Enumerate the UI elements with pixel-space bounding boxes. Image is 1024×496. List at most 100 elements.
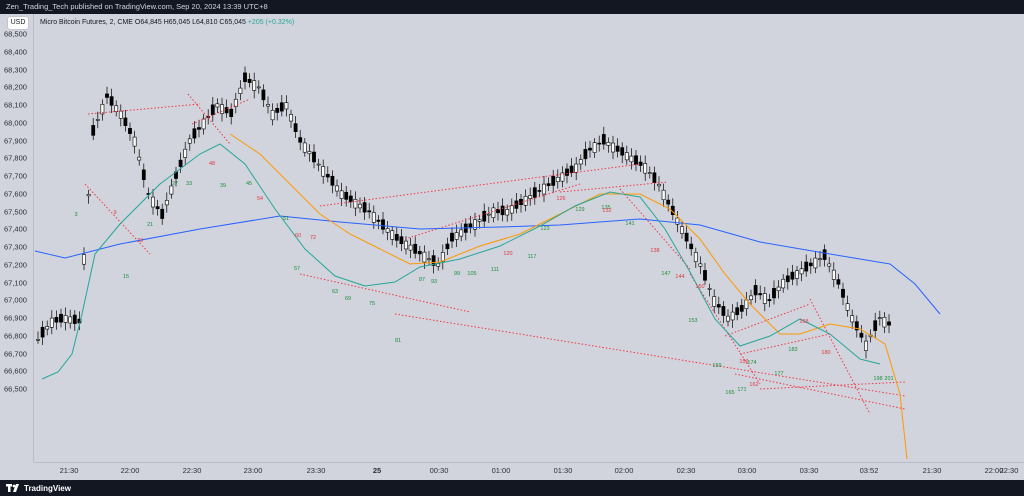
candle-body <box>565 168 569 176</box>
bar-number-label: 93 <box>431 279 437 285</box>
trendline[interactable] <box>619 188 691 270</box>
candle-body <box>54 316 59 323</box>
chart-area[interactable]: 3 15 21 27 33 39 45 51 57 63 69 75 81 87 93 99 105 111 117… <box>0 14 1024 480</box>
candle-body <box>758 293 763 296</box>
candle-body <box>749 295 753 300</box>
bar-number-label: 63 <box>332 289 338 295</box>
candle-body <box>836 279 841 285</box>
price-tick-label: 67,500 <box>4 207 27 216</box>
trendline[interactable] <box>559 181 669 193</box>
candle-body <box>445 243 450 250</box>
candle-body <box>155 206 160 210</box>
candle-body <box>634 155 638 165</box>
bar-number-label: 87 <box>419 277 425 283</box>
candle-body <box>675 217 680 225</box>
candle-body <box>105 93 109 98</box>
candle-body <box>123 117 128 126</box>
bar-number-label: 48 <box>209 161 215 167</box>
candle-body <box>647 172 652 174</box>
candle-body <box>588 147 592 151</box>
trendline[interactable] <box>404 183 581 240</box>
candle-body <box>496 209 500 214</box>
trendline[interactable] <box>739 333 831 355</box>
candle-body <box>247 78 252 83</box>
bar-number-label: 159 <box>712 363 721 369</box>
candle-body <box>454 232 459 240</box>
candle-body <box>638 161 643 166</box>
ema-slow-line <box>34 215 941 315</box>
candle-body <box>238 87 243 95</box>
candle-body <box>657 183 661 187</box>
price-tick-label: 66,800 <box>4 331 27 341</box>
candle-body <box>652 172 657 183</box>
bar-number-label: 138 <box>650 248 659 254</box>
candle-body <box>818 258 822 261</box>
candle-body <box>40 326 45 338</box>
time-tick-label: 25 <box>372 466 382 475</box>
candle-body <box>118 110 123 119</box>
candle-body <box>606 142 611 146</box>
candle-body <box>183 148 188 158</box>
trendline[interactable] <box>299 273 471 313</box>
candle-body <box>468 223 473 229</box>
candle-body <box>873 320 878 331</box>
candle-body <box>831 269 836 280</box>
bar-number-label: 129 <box>575 207 584 213</box>
candle-body <box>137 156 142 161</box>
candle-body <box>289 113 293 122</box>
candle-body <box>827 263 832 267</box>
candle-body <box>505 209 510 216</box>
candle-body <box>279 102 284 112</box>
bar-number-label: 180 <box>821 350 830 356</box>
candle-body <box>620 147 625 156</box>
candle-body <box>772 288 776 299</box>
bar-number-label: 165 <box>725 390 734 396</box>
bar-number-label: 156 <box>739 359 748 365</box>
trendline[interactable] <box>734 373 906 410</box>
time-tick-label: 23:30 <box>306 466 326 475</box>
candle-body <box>762 293 767 304</box>
price-tick-label: 67,700 <box>4 171 27 181</box>
candle-body <box>164 200 169 206</box>
candle-body <box>795 270 799 279</box>
publish-header: Zen_Trading_Tech published on TradingVie… <box>0 0 1024 14</box>
trendline[interactable] <box>689 273 761 385</box>
trendline[interactable] <box>809 298 871 415</box>
candle-body <box>427 258 431 261</box>
candle-body <box>555 176 560 183</box>
candle-body <box>845 303 850 311</box>
bar-number-label: 162 <box>749 382 758 388</box>
trendline[interactable] <box>87 103 201 115</box>
trendline[interactable] <box>724 303 811 337</box>
candle-body <box>358 203 362 209</box>
price-tick-label: 68,100 <box>4 100 27 110</box>
candle-body <box>293 123 298 133</box>
candle-body <box>114 105 119 112</box>
time-tick-label: 22:30 <box>999 466 1019 475</box>
price-tick-label: 66,900 <box>4 313 27 323</box>
candle-body <box>270 110 275 121</box>
trendline[interactable] <box>187 93 231 145</box>
bar-number-label: 60 <box>295 233 301 239</box>
bar-number-label: 39 <box>220 183 226 189</box>
candle-body <box>178 159 183 167</box>
bar-number-label: 54 <box>257 196 263 202</box>
price-tick-label: 67,600 <box>4 189 27 199</box>
candle-body <box>160 208 165 219</box>
candle-body <box>680 226 684 234</box>
price-chart[interactable]: 3 15 21 27 33 39 45 51 57 63 69 75 81 87 93 99 105 111 117… <box>0 14 1024 462</box>
candle-body <box>542 183 546 195</box>
price-tick-label: 66,500 <box>4 384 27 394</box>
candle-body <box>330 175 335 186</box>
price-axis[interactable]: 68,500 68,400 68,300 68,200 68,100 68,000 67,9… <box>0 14 34 462</box>
candle-body <box>560 172 565 182</box>
time-axis[interactable]: 21:30 22:00 22:30 23:00 23:30 25 00:30 01:00 01:… <box>34 462 1024 480</box>
time-tick-label: 03:30 <box>799 466 819 475</box>
currency-button[interactable]: USD <box>8 17 28 29</box>
bar-number-label: 135 <box>601 205 610 211</box>
price-tick-label: 67,100 <box>4 278 27 287</box>
candle-body <box>100 104 105 115</box>
trendline[interactable] <box>319 163 641 207</box>
bar-number-label: 126 <box>556 196 565 202</box>
trendline[interactable] <box>191 98 251 125</box>
